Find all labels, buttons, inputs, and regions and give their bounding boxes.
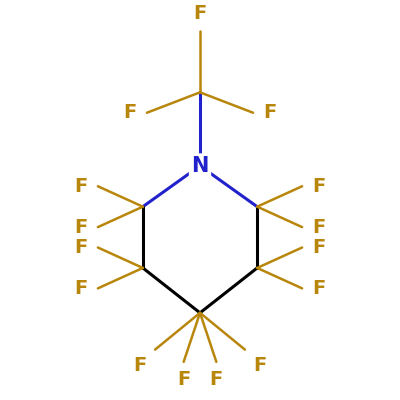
Text: N: N <box>191 156 209 176</box>
Text: F: F <box>74 238 88 257</box>
Text: F: F <box>74 218 88 236</box>
Text: F: F <box>210 370 223 389</box>
Text: F: F <box>253 356 266 375</box>
Text: F: F <box>312 238 326 257</box>
Text: F: F <box>74 279 88 298</box>
Text: F: F <box>263 103 276 122</box>
Text: F: F <box>74 177 88 196</box>
Text: F: F <box>312 177 326 196</box>
Text: F: F <box>134 356 147 375</box>
Text: F: F <box>177 370 190 389</box>
Text: F: F <box>124 103 137 122</box>
Text: F: F <box>193 4 207 23</box>
Text: F: F <box>312 279 326 298</box>
Text: F: F <box>312 218 326 236</box>
